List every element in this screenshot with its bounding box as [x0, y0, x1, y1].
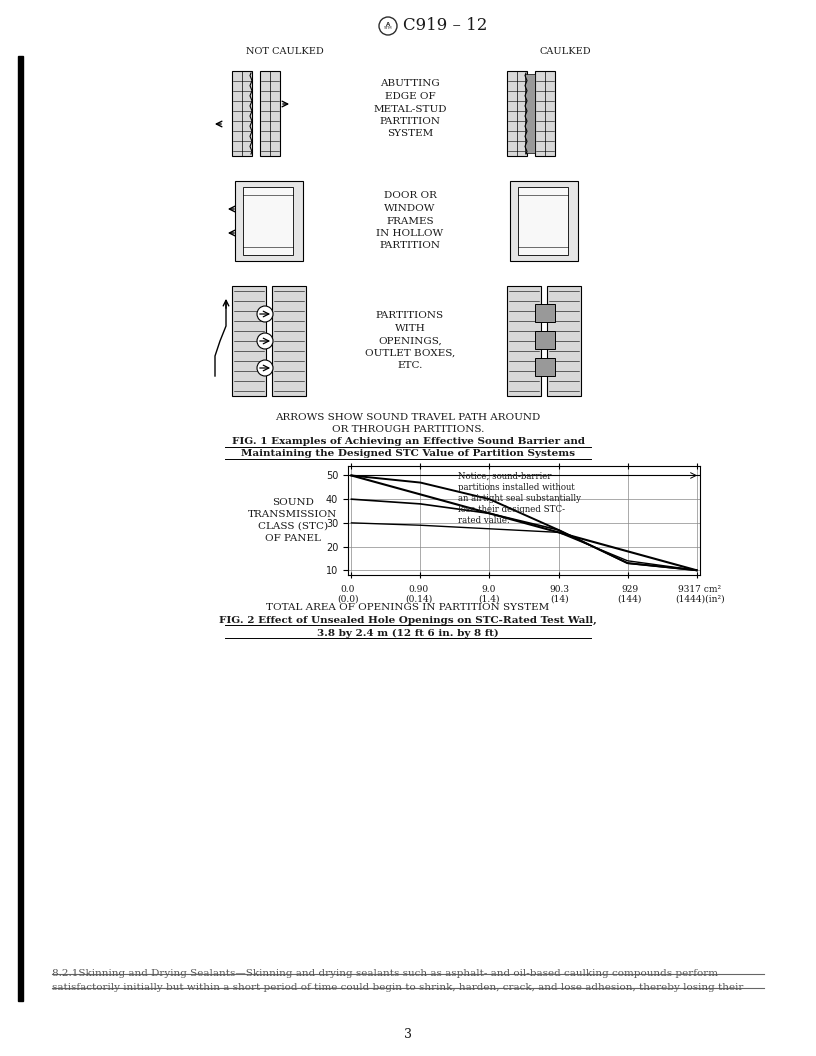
- Bar: [243, 187, 293, 254]
- Text: (1444)(in²): (1444)(in²): [675, 595, 725, 604]
- Text: satisfactorily initially but within a short period of time could begin to shrink: satisfactorily initially but within a sh…: [52, 983, 743, 993]
- Text: ARROWS SHOW SOUND TRAVEL PATH AROUND: ARROWS SHOW SOUND TRAVEL PATH AROUND: [275, 414, 541, 422]
- Bar: [535, 304, 555, 322]
- Text: CAULKED: CAULKED: [539, 46, 591, 56]
- Text: FIG. 1 Examples of Achieving an Effective Sound Barrier and: FIG. 1 Examples of Achieving an Effectiv…: [232, 437, 584, 447]
- Bar: [232, 286, 266, 396]
- Bar: [535, 331, 555, 348]
- Text: 0.90: 0.90: [408, 585, 428, 593]
- Text: (144): (144): [618, 595, 642, 604]
- Bar: [232, 71, 252, 156]
- Text: TOTAL AREA OF OPENINGS IN PARTITION SYSTEM: TOTAL AREA OF OPENINGS IN PARTITION SYST…: [266, 603, 550, 611]
- Text: 3.8 by 2.4 m (12 ft 6 in. by 8 ft): 3.8 by 2.4 m (12 ft 6 in. by 8 ft): [317, 628, 499, 638]
- Text: (0.0): (0.0): [337, 595, 359, 604]
- Text: ABUTTING
EDGE OF
METAL-STUD
PARTITION
SYSTEM: ABUTTING EDGE OF METAL-STUD PARTITION SY…: [373, 79, 446, 138]
- Text: Maintaining the Designed STC Value of Partition Systems: Maintaining the Designed STC Value of Pa…: [241, 450, 575, 458]
- Text: (0.14): (0.14): [405, 595, 432, 604]
- Text: DOOR OR
WINDOW
FRAMES
IN HOLLOW
PARTITION: DOOR OR WINDOW FRAMES IN HOLLOW PARTITIO…: [376, 191, 444, 250]
- Text: OR THROUGH PARTITIONS.: OR THROUGH PARTITIONS.: [332, 425, 484, 434]
- Circle shape: [257, 306, 273, 322]
- Bar: [518, 187, 568, 254]
- Text: SOUND
TRANSMISSION
CLASS (STC)
OF PANEL: SOUND TRANSMISSION CLASS (STC) OF PANEL: [248, 498, 338, 543]
- Bar: [535, 71, 555, 156]
- Text: 90.3: 90.3: [549, 585, 570, 593]
- Circle shape: [257, 360, 273, 376]
- Text: 8.2.1Skinning and Drying Sealants—Skinning and drying sealants such as asphalt- : 8.2.1Skinning and Drying Sealants—Skinni…: [52, 969, 718, 979]
- Bar: [547, 286, 581, 396]
- Text: PARTITIONS
WITH
OPENINGS,
OUTLET BOXES,
ETC.: PARTITIONS WITH OPENINGS, OUTLET BOXES, …: [365, 312, 455, 371]
- Text: 929: 929: [621, 585, 638, 593]
- Text: Notice, sound-barrier
partitions installed without
an airtight seal substantiall: Notice, sound-barrier partitions install…: [459, 472, 582, 525]
- Bar: [525, 74, 535, 153]
- Text: A: A: [386, 21, 390, 26]
- Text: 0.0: 0.0: [341, 585, 355, 593]
- Text: 9.0: 9.0: [481, 585, 496, 593]
- Text: NOT CAULKED: NOT CAULKED: [246, 46, 324, 56]
- Bar: [507, 286, 541, 396]
- Bar: [260, 71, 280, 156]
- Bar: [18, 56, 23, 1001]
- Circle shape: [257, 333, 273, 348]
- Bar: [507, 71, 527, 156]
- Text: 3: 3: [404, 1027, 412, 1040]
- Bar: [235, 181, 303, 261]
- Bar: [535, 358, 555, 376]
- Text: 9317 cm²: 9317 cm²: [678, 585, 721, 593]
- Bar: [272, 286, 306, 396]
- Text: (14): (14): [550, 595, 569, 604]
- Text: (1.4): (1.4): [478, 595, 499, 604]
- Text: STM: STM: [384, 26, 392, 30]
- Bar: [510, 181, 578, 261]
- Text: FIG. 2 Effect of Unsealed Hole Openings on STC-Rated Test Wall,: FIG. 2 Effect of Unsealed Hole Openings …: [220, 616, 596, 624]
- Text: C919 – 12: C919 – 12: [403, 18, 487, 35]
